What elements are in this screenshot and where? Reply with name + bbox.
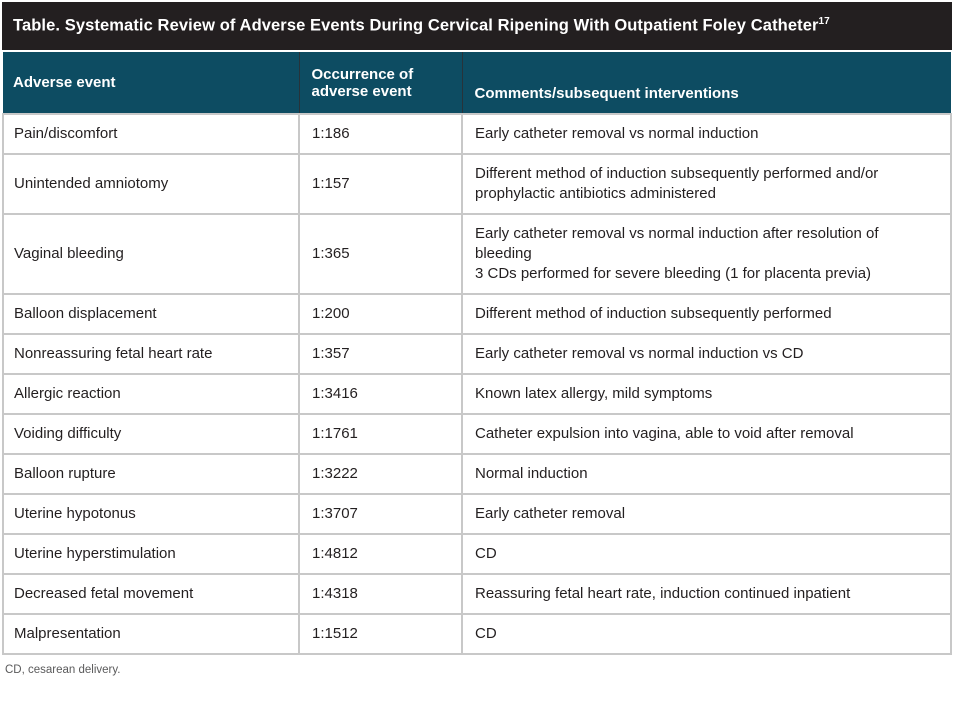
comments-cell: Normal induction (461, 453, 952, 495)
occurrence-cell: 1:3707 (298, 493, 463, 535)
comments-cell: Reassuring fetal heart rate, induction c… (461, 573, 952, 615)
comments-cell: Known latex allergy, mild symptoms (461, 373, 952, 415)
table-row: Voiding difficulty 1:1761 Catheter expul… (2, 413, 952, 455)
comments-cell: Early catheter removal vs normal inducti… (461, 333, 952, 375)
adverse-event-cell: Balloon rupture (2, 453, 300, 495)
table-footnote: CD, cesarean delivery. (5, 664, 121, 676)
occurrence-cell: 1:3416 (298, 373, 463, 415)
column-header-adverse-event: Adverse event (3, 52, 299, 114)
occurrence-cell: 1:365 (298, 213, 463, 295)
comments-cell: Early catheter removal vs normal inducti… (461, 113, 952, 155)
table-row: Uterine hypotonus 1:3707 Early catheter … (2, 493, 952, 535)
table-header-row: Adverse event Occurrence of adverse even… (3, 52, 951, 114)
adverse-event-cell: Balloon displacement (2, 293, 300, 335)
table-title: Table. Systematic Review of Adverse Even… (13, 16, 830, 36)
table-body: Pain/discomfort 1:186 Early catheter rem… (2, 113, 952, 655)
occurrence-cell: 1:186 (298, 113, 463, 155)
adverse-event-cell: Allergic reaction (2, 373, 300, 415)
table-row: Balloon displacement 1:200 Different met… (2, 293, 952, 335)
table-header: Adverse event Occurrence of adverse even… (3, 52, 951, 114)
adverse-event-cell: Uterine hyperstimulation (2, 533, 300, 575)
adverse-events-table: Adverse event Occurrence of adverse even… (2, 52, 952, 655)
comments-cell: Early catheter removal vs normal inducti… (461, 213, 952, 295)
table-row: Vaginal bleeding 1:365 Early catheter re… (2, 213, 952, 295)
table-row: Nonreassuring fetal heart rate 1:357 Ear… (2, 333, 952, 375)
table-title-reference-superscript: 17 (818, 16, 830, 28)
column-header-comments: Comments/subsequent interventions (461, 52, 951, 114)
adverse-event-cell: Vaginal bleeding (2, 213, 300, 295)
occurrence-cell: 1:4318 (298, 573, 463, 615)
adverse-event-cell: Unintended amniotomy (2, 153, 300, 215)
occurrence-cell: 1:3222 (298, 453, 463, 495)
adverse-event-cell: Nonreassuring fetal heart rate (2, 333, 300, 375)
adverse-event-cell: Voiding difficulty (2, 413, 300, 455)
comments-cell: Early catheter removal (461, 493, 952, 535)
occurrence-cell: 1:157 (298, 153, 463, 215)
column-header-occurrence: Occurrence of adverse event (298, 52, 462, 114)
adverse-event-cell: Uterine hypotonus (2, 493, 300, 535)
occurrence-cell: 1:200 (298, 293, 463, 335)
table-row: Decreased fetal movement 1:4318 Reassuri… (2, 573, 952, 615)
table-row: Allergic reaction 1:3416 Known latex all… (2, 373, 952, 415)
comments-cell: Catheter expulsion into vagina, able to … (461, 413, 952, 455)
occurrence-cell: 1:4812 (298, 533, 463, 575)
adverse-event-cell: Pain/discomfort (2, 113, 300, 155)
comments-cell: CD (461, 613, 952, 655)
comments-cell: Different method of induction subsequent… (461, 153, 952, 215)
table-row: Balloon rupture 1:3222 Normal induction (2, 453, 952, 495)
table-title-text: Table. Systematic Review of Adverse Even… (13, 16, 819, 35)
table-title-bar: Table. Systematic Review of Adverse Even… (2, 2, 952, 50)
table-row: Uterine hyperstimulation 1:4812 CD (2, 533, 952, 575)
occurrence-cell: 1:1512 (298, 613, 463, 655)
table-row: Malpresentation 1:1512 CD (2, 613, 952, 655)
table-row: Pain/discomfort 1:186 Early catheter rem… (2, 113, 952, 155)
occurrence-cell: 1:1761 (298, 413, 463, 455)
adverse-event-cell: Malpresentation (2, 613, 300, 655)
adverse-event-cell: Decreased fetal movement (2, 573, 300, 615)
comments-cell: Different method of induction subsequent… (461, 293, 952, 335)
table-row: Unintended amniotomy 1:157 Different met… (2, 153, 952, 215)
occurrence-cell: 1:357 (298, 333, 463, 375)
comments-cell: CD (461, 533, 952, 575)
